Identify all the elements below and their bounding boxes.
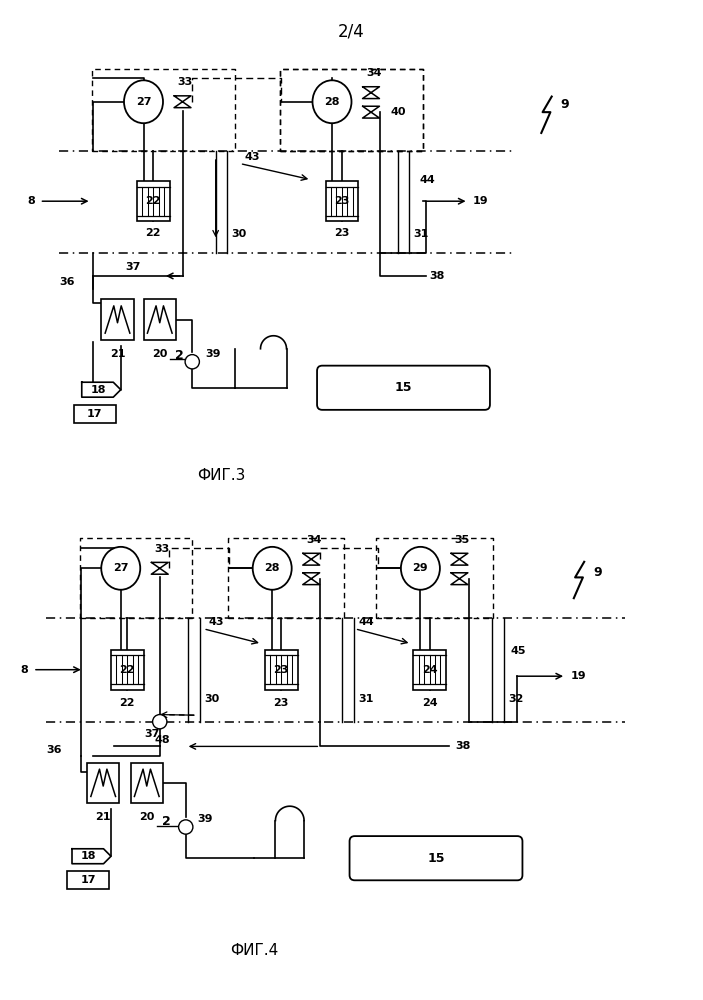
Text: 39: 39 <box>205 349 221 359</box>
FancyBboxPatch shape <box>349 836 522 880</box>
Text: 23: 23 <box>273 698 289 708</box>
Circle shape <box>153 715 167 729</box>
Text: 19: 19 <box>473 196 489 206</box>
Circle shape <box>179 820 193 834</box>
Text: 22: 22 <box>146 196 161 206</box>
Text: 31: 31 <box>413 229 429 239</box>
FancyBboxPatch shape <box>265 650 297 690</box>
Text: 18: 18 <box>81 851 96 861</box>
FancyBboxPatch shape <box>67 871 109 889</box>
Text: 21: 21 <box>96 812 111 822</box>
Text: 35: 35 <box>454 535 470 545</box>
Text: 36: 36 <box>47 745 63 755</box>
Text: 30: 30 <box>205 694 220 704</box>
Text: 20: 20 <box>139 812 155 822</box>
Text: 37: 37 <box>125 262 141 272</box>
Text: 8: 8 <box>20 665 28 675</box>
Text: 22: 22 <box>146 229 161 238</box>
Text: 9: 9 <box>561 99 569 111</box>
Text: 20: 20 <box>152 349 167 359</box>
Text: 38: 38 <box>430 271 445 281</box>
Text: 18: 18 <box>91 385 106 395</box>
Text: 27: 27 <box>113 563 129 573</box>
FancyBboxPatch shape <box>137 181 169 221</box>
Text: 38: 38 <box>456 741 471 751</box>
Ellipse shape <box>252 547 292 590</box>
Text: 17: 17 <box>81 875 96 885</box>
Text: 37: 37 <box>144 729 160 739</box>
Text: 17: 17 <box>87 409 103 419</box>
Text: 2: 2 <box>175 349 183 362</box>
FancyBboxPatch shape <box>111 650 143 690</box>
Text: 43: 43 <box>244 152 259 162</box>
Text: 36: 36 <box>60 277 75 287</box>
Text: 31: 31 <box>359 694 374 704</box>
Text: ФИГ.4: ФИГ.4 <box>230 943 278 958</box>
FancyBboxPatch shape <box>74 405 115 423</box>
Text: 34: 34 <box>306 535 321 545</box>
FancyBboxPatch shape <box>325 181 358 221</box>
Text: 24: 24 <box>422 665 437 675</box>
Text: 28: 28 <box>264 563 280 573</box>
Polygon shape <box>72 849 111 864</box>
Ellipse shape <box>313 80 352 123</box>
Text: 44: 44 <box>420 175 435 185</box>
Text: 19: 19 <box>571 671 586 681</box>
Text: 43: 43 <box>209 617 224 627</box>
Text: 2: 2 <box>162 815 171 828</box>
FancyBboxPatch shape <box>87 763 120 803</box>
Text: 29: 29 <box>413 563 428 573</box>
Text: 15: 15 <box>395 381 412 394</box>
FancyBboxPatch shape <box>131 763 163 803</box>
FancyBboxPatch shape <box>413 650 446 690</box>
Ellipse shape <box>401 547 440 590</box>
Ellipse shape <box>101 547 141 590</box>
Text: 40: 40 <box>390 107 406 117</box>
FancyBboxPatch shape <box>143 299 176 340</box>
Text: 22: 22 <box>120 698 135 708</box>
Text: 21: 21 <box>110 349 125 359</box>
Text: 33: 33 <box>177 77 193 87</box>
Text: 48: 48 <box>155 735 170 745</box>
FancyBboxPatch shape <box>101 299 134 340</box>
Text: 45: 45 <box>511 647 527 656</box>
Text: ФИГ.3: ФИГ.3 <box>198 468 245 483</box>
Text: 23: 23 <box>334 196 349 206</box>
Text: 8: 8 <box>27 196 35 206</box>
Text: 39: 39 <box>198 814 213 824</box>
Text: 30: 30 <box>231 229 247 239</box>
Text: 22: 22 <box>120 665 135 675</box>
Text: 28: 28 <box>324 97 340 107</box>
Ellipse shape <box>124 80 163 123</box>
Text: 34: 34 <box>366 68 381 78</box>
Circle shape <box>185 355 200 369</box>
Text: 9: 9 <box>593 566 602 579</box>
Text: 2/4: 2/4 <box>338 22 365 40</box>
Text: 27: 27 <box>136 97 151 107</box>
Polygon shape <box>82 382 121 397</box>
FancyBboxPatch shape <box>317 366 490 410</box>
Text: 44: 44 <box>358 617 374 627</box>
Text: 24: 24 <box>422 698 437 708</box>
Text: 23: 23 <box>273 665 289 675</box>
Text: 23: 23 <box>334 229 349 238</box>
Text: 15: 15 <box>427 852 445 865</box>
Text: 32: 32 <box>508 694 524 704</box>
Text: 33: 33 <box>155 544 170 554</box>
